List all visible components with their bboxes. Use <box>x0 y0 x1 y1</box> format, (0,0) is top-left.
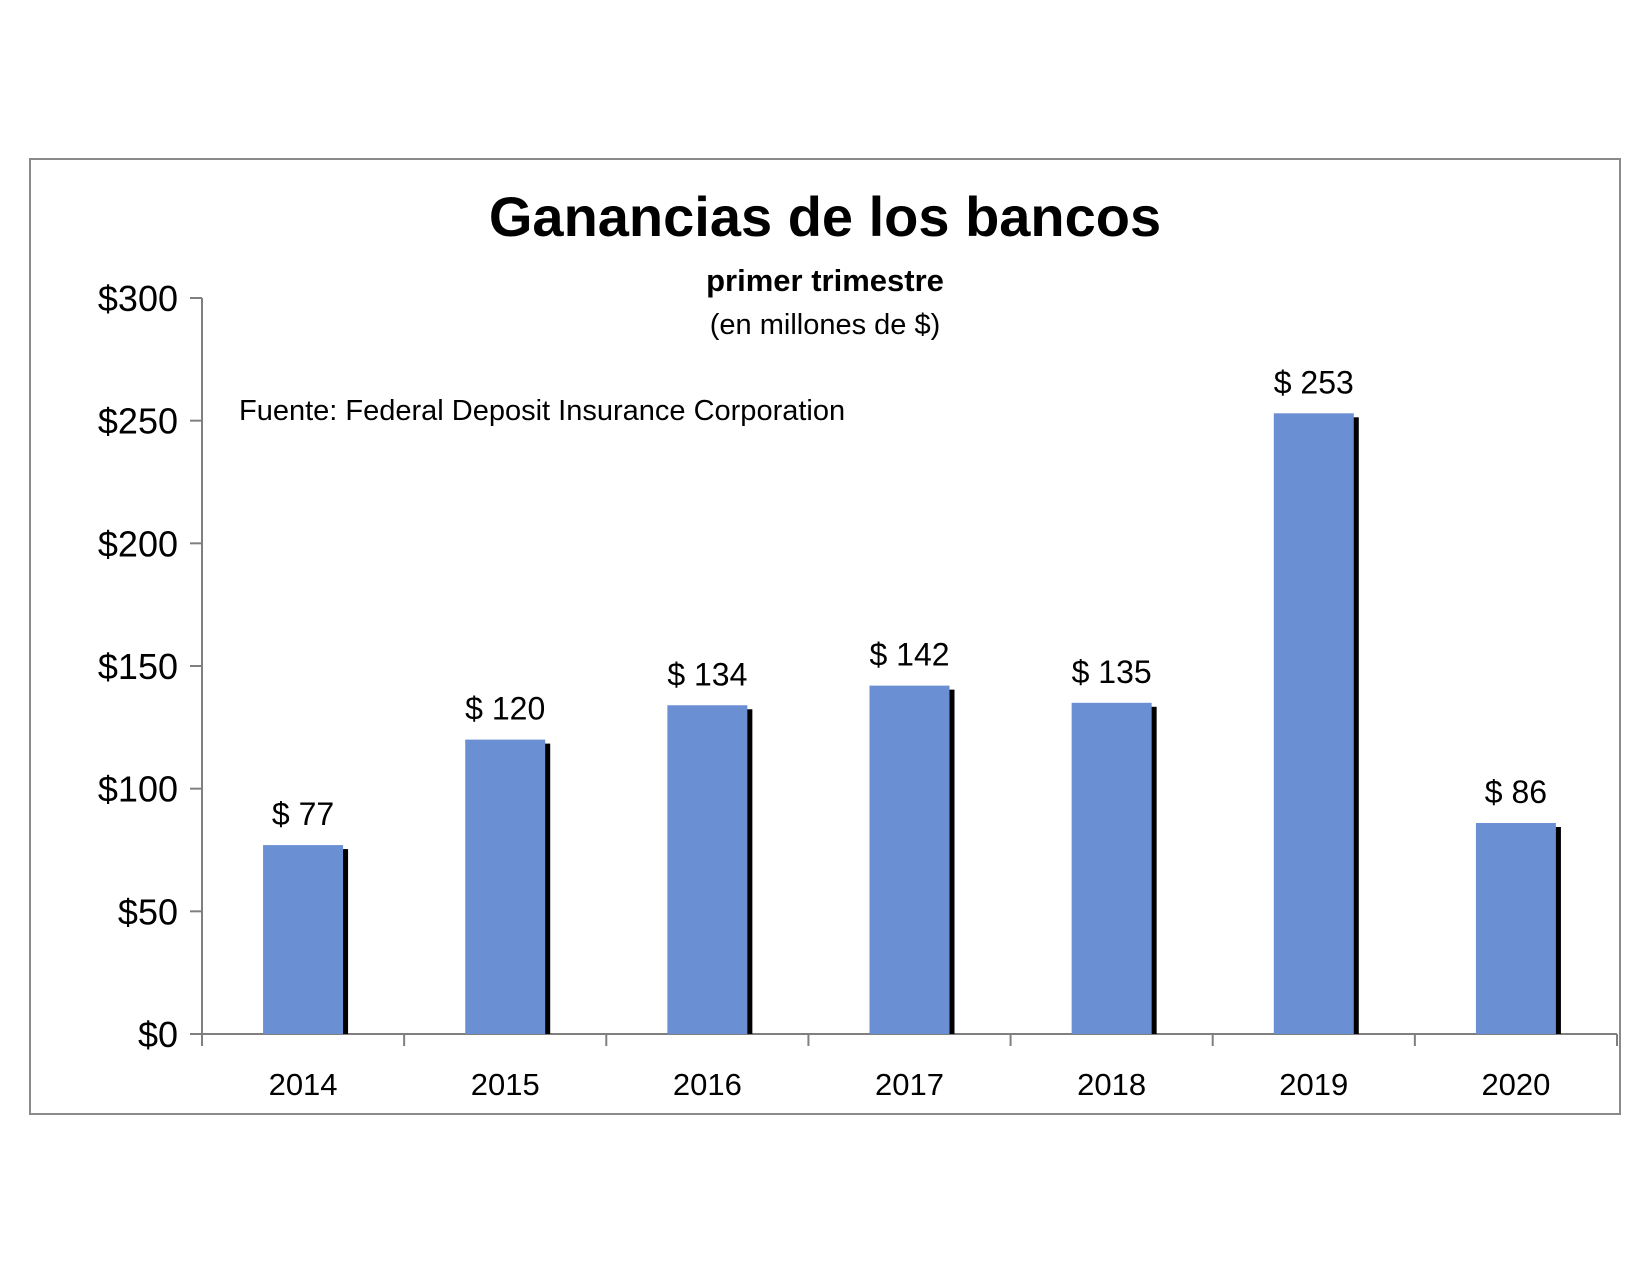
data-label: $ 86 <box>1485 774 1547 810</box>
data-label: $ 134 <box>667 656 747 692</box>
x-tick-label: 2018 <box>1077 1067 1146 1102</box>
y-tick-label: $100 <box>98 769 178 810</box>
chart-subtitle: primer trimestre <box>706 263 944 298</box>
labels-group: $ 77 2014 $ 120 2015 $ 134 2016 $ 142 2017 $ 135… <box>269 364 1551 1102</box>
source-note: Fuente: Federal Deposit Insurance Corpor… <box>239 395 845 427</box>
y-tick-label: $150 <box>98 646 178 687</box>
bar-2020 <box>1475 823 1556 1034</box>
chart-title: Ganancias de los bancos <box>489 185 1161 248</box>
x-tick-label: 2017 <box>875 1067 944 1102</box>
bar-2018 <box>1071 702 1152 1034</box>
x-tick-label: 2016 <box>673 1067 742 1102</box>
bar-2019 <box>1273 413 1354 1035</box>
data-label: $ 120 <box>465 691 545 727</box>
axes: $0 $50 $100 $150 $200 $250 $300 <box>98 278 1618 1055</box>
data-label: $ 142 <box>869 637 949 673</box>
y-tick-label: $0 <box>138 1014 178 1055</box>
y-tick-label: $250 <box>98 401 178 442</box>
units-note: (en millones de $) <box>710 309 941 341</box>
data-label: $ 77 <box>272 796 334 832</box>
bars-group <box>263 413 1561 1035</box>
x-tick-label: 2014 <box>269 1067 338 1102</box>
bar-2015 <box>465 739 546 1034</box>
x-tick-label: 2019 <box>1279 1067 1348 1102</box>
bar-2014 <box>263 845 344 1034</box>
x-tick-label: 2020 <box>1481 1067 1550 1102</box>
data-label: $ 253 <box>1274 364 1354 400</box>
y-tick-label: $200 <box>98 523 178 564</box>
bar-2016 <box>667 705 748 1034</box>
bar-2017 <box>869 685 950 1034</box>
data-label: $ 135 <box>1072 654 1152 690</box>
x-tick-label: 2015 <box>471 1067 540 1102</box>
y-tick-label: $300 <box>98 278 178 319</box>
y-tick-label: $50 <box>118 891 178 932</box>
